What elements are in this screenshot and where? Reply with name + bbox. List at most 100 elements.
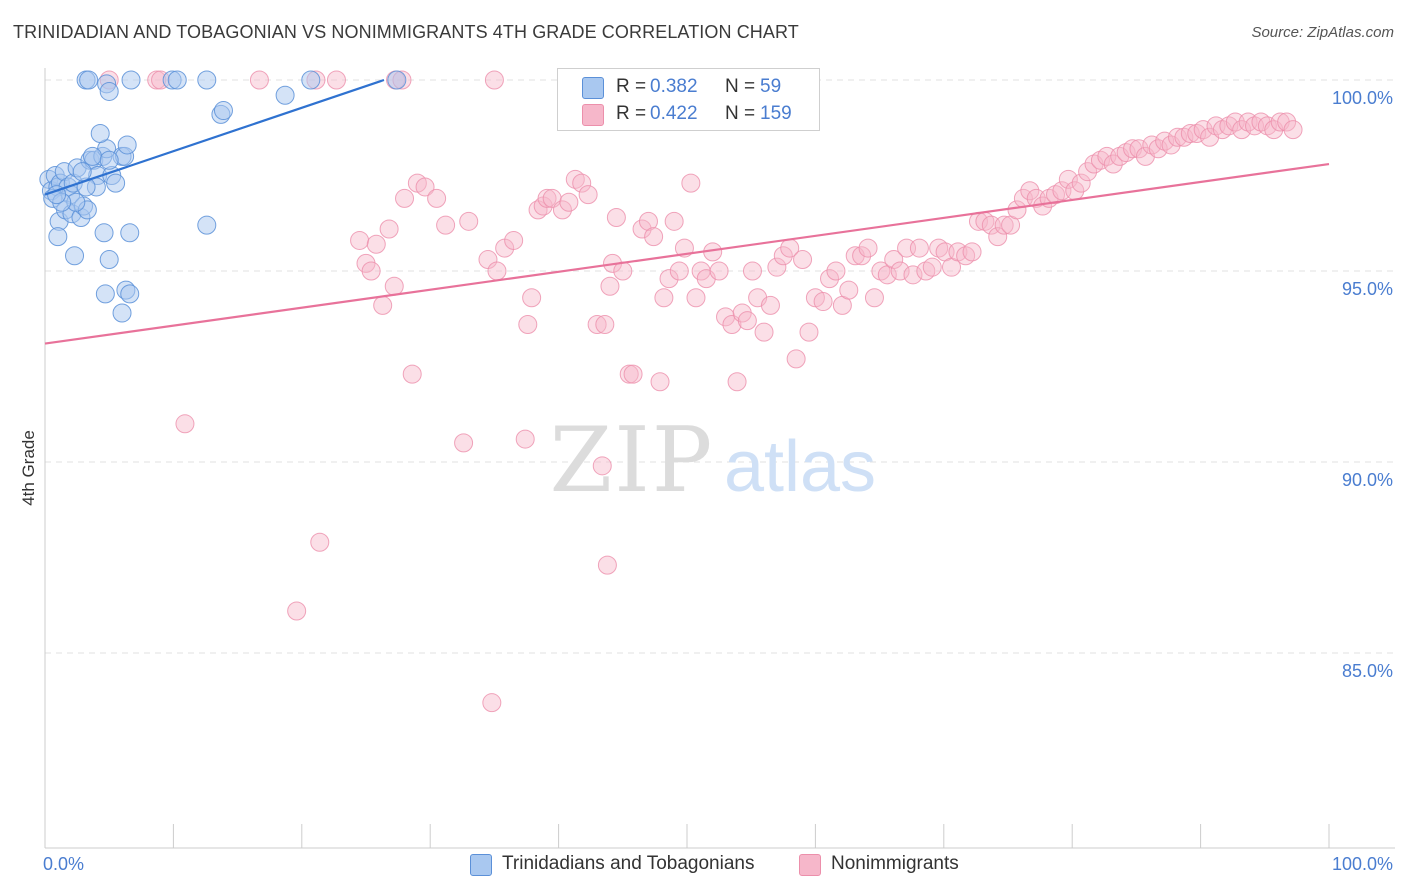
trinidadian-point — [275, 85, 295, 105]
nonimmigrant-point — [249, 70, 269, 90]
watermark-zip: ZIP — [550, 408, 715, 513]
trinidadian-point — [95, 284, 115, 304]
nonimmigrant-point — [1232, 120, 1252, 140]
nonimmigrant-point — [890, 261, 910, 281]
nonimmigrant-point — [1193, 120, 1213, 140]
trinidadian-point — [121, 70, 141, 90]
y-tick-label: 90.0% — [1342, 470, 1393, 490]
nonimmigrant-point — [1078, 162, 1098, 182]
trinidadian-point — [99, 150, 119, 170]
trinidadian-point — [117, 135, 137, 155]
trend-lines — [44, 78, 1330, 345]
legend-n-label: N = — [725, 103, 756, 124]
nonimmigrant-point — [686, 288, 706, 308]
nonimmigrant-point — [361, 261, 381, 281]
nonimmigrant-point — [826, 261, 846, 281]
nonimmigrant-point — [415, 177, 435, 197]
nonimmigrant-point — [903, 265, 923, 285]
trinidadian-trend-line — [44, 78, 385, 196]
legend-r-label: R = — [616, 76, 647, 97]
trinidadian-point — [197, 70, 217, 90]
nonimmigrant-point — [504, 230, 524, 250]
nonimmigrant-point — [592, 456, 612, 476]
series-legend: Trinidadians and Tobagonians Nonimmigran… — [0, 853, 1406, 877]
legend-r-label: R = — [616, 103, 647, 124]
nonimmigrant-point — [654, 288, 674, 308]
nonimmigrant-point — [767, 257, 787, 277]
y-tick-label: 95.0% — [1342, 279, 1393, 299]
legend-row-pink: R = 0.422 N = 159 — [558, 101, 819, 127]
nonimmigrant-point — [839, 280, 859, 300]
trinidadian-point — [197, 215, 217, 235]
y-tick-labels: 100.0% 95.0% 90.0% 85.0% — [1332, 88, 1393, 681]
trinidadian-point — [72, 162, 92, 182]
gridlines — [45, 79, 1395, 654]
nonimmigrant-point — [632, 219, 652, 239]
nonimmigrant-point — [587, 314, 607, 334]
trinidadian-point — [99, 250, 119, 270]
nonimmigrant-point — [813, 292, 833, 312]
trinidadian-point — [94, 223, 114, 243]
axes — [44, 68, 1395, 849]
nonimmigrant-point — [484, 70, 504, 90]
nonimmigrant-point — [326, 70, 346, 90]
nonimmigrant-point — [578, 185, 598, 205]
nonimmigrant-point — [786, 349, 806, 369]
y-tick-label: 100.0% — [1332, 88, 1393, 108]
nonimmigrant-point — [858, 238, 878, 258]
nonimmigrant-point — [773, 246, 793, 266]
nonimmigrant-point — [727, 372, 747, 392]
nonimmigrant-point — [669, 261, 689, 281]
watermark: ZIP atlas — [550, 408, 876, 513]
trinidadian-point — [387, 70, 407, 90]
nonimmigrant-point — [1071, 173, 1091, 193]
legend-n-label: N = — [725, 76, 756, 97]
trinidadian-point — [48, 227, 68, 247]
nonimmigrant-point — [600, 276, 620, 296]
nonimmigrant-point — [459, 211, 479, 231]
nonimmigrant-point — [518, 314, 538, 334]
nonimmigrant-point — [1103, 154, 1123, 174]
blue-swatch — [470, 854, 492, 876]
nonimmigrant-point — [379, 219, 399, 239]
x-tick-label: 0.0% — [43, 854, 84, 874]
trinidadian-point — [213, 101, 233, 121]
nonimmigrant-point — [515, 429, 535, 449]
nonimmigrant-point — [436, 215, 456, 235]
nonimmigrant-point — [922, 257, 942, 277]
nonimmigrant-point — [595, 314, 615, 334]
nonimmigrant-point — [454, 433, 474, 453]
nonimmigrant-point — [287, 601, 307, 621]
nonimmigrant-point — [799, 322, 819, 342]
nonimmigrant-point — [559, 192, 579, 212]
nonimmigrant-point — [402, 364, 422, 384]
nonimmigrant-point — [644, 227, 664, 247]
nonimmigrant-point — [537, 188, 557, 208]
nonimmigrant-point — [1058, 169, 1078, 189]
trinidadian-point — [112, 303, 132, 323]
pink-swatch — [799, 854, 821, 876]
nonimmigrant-point — [384, 276, 404, 296]
trinidadian-point — [65, 246, 85, 266]
x-tick-labels: 0.0% 100.0% — [43, 854, 1393, 874]
nonimmigrant-point — [962, 242, 982, 262]
nonimmigrant-point — [852, 246, 872, 266]
nonimmigrant-point — [373, 295, 393, 315]
nonimmigrant-point — [664, 211, 684, 231]
nonimmigrants-points — [99, 70, 1303, 713]
nonimmigrant-point — [742, 261, 762, 281]
nonimmigrant-point — [820, 269, 840, 289]
trinidadian-point — [167, 70, 187, 90]
nonimmigrant-point — [884, 250, 904, 270]
nonimmigrant-point — [760, 295, 780, 315]
nonimmigrant-point — [427, 188, 447, 208]
nonimmigrant-point — [994, 215, 1014, 235]
nonimmigrant-point — [1020, 181, 1040, 201]
nonimmigrant-point — [1283, 120, 1303, 140]
nonimmigrant-point — [709, 261, 729, 281]
legend-row-blue: R = 0.382 N = 59 — [558, 74, 819, 100]
y-axis-label: 4th Grade — [19, 430, 38, 506]
watermark-atlas: atlas — [724, 427, 876, 507]
nonimmigrant-point — [988, 227, 1008, 247]
